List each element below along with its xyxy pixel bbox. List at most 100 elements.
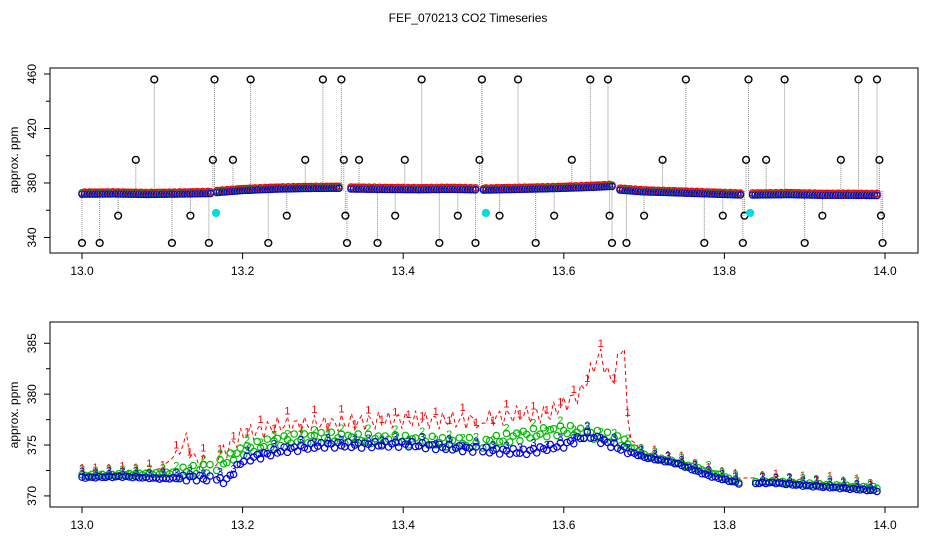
flagged-point [301, 155, 310, 164]
series-3-point [185, 472, 194, 481]
series-3-point [610, 439, 619, 447]
series-3-marker: 3 [473, 436, 479, 448]
series-3-point [873, 191, 881, 200]
series-2-marker: 2 [79, 464, 85, 476]
series-1-marker: 1 [490, 415, 496, 427]
bottom-x-tick-label: 13.0 [70, 518, 94, 532]
series-3-point [608, 182, 616, 191]
series-2-marker: 2 [517, 430, 523, 442]
series-3-point [229, 470, 238, 479]
series-2-marker: 2 [490, 434, 496, 446]
series-2-marker: 2 [106, 463, 112, 475]
series-2-marker: 2 [433, 434, 439, 446]
flagged-point [550, 211, 559, 220]
flagged-point [167, 238, 177, 248]
series-3-marker: 3 [773, 473, 779, 485]
series-2-marker: 2 [705, 460, 711, 472]
flagged-point [391, 211, 400, 220]
flagged-point [417, 75, 426, 84]
series-2-marker: 2 [867, 477, 873, 489]
top-data-points [77, 75, 887, 248]
series-2-point [317, 428, 325, 437]
series-2-marker: 2 [800, 473, 806, 485]
series-3-marker: 3 [187, 466, 193, 478]
series-2-point [263, 435, 272, 443]
flagged-point [603, 75, 613, 84]
series-1-marker: 1 [732, 468, 738, 480]
series-1-marker: 1 [257, 414, 263, 426]
series-2-marker: 2 [503, 422, 509, 434]
series-1-marker: 1 [473, 417, 479, 429]
series-2-point [223, 458, 231, 467]
series-2-point [236, 444, 245, 452]
series-2-point [327, 428, 336, 437]
series-1-marker: 1 [460, 402, 466, 414]
series-2-point [502, 429, 511, 438]
series-3-point [691, 466, 699, 475]
flagged-point [567, 155, 576, 164]
series-3-point [583, 428, 592, 436]
series-2-marker: 2 [692, 458, 698, 470]
series-2-point [536, 430, 544, 438]
series-1-marker: 1 [217, 443, 223, 455]
series-2-point [492, 431, 501, 440]
series-3-point [687, 465, 696, 474]
series-3-marker: 3 [106, 465, 112, 477]
series-2-marker: 2 [665, 450, 671, 462]
series-1-marker: 1 [284, 406, 290, 418]
series-3-point [634, 451, 642, 460]
series-2-point [438, 433, 447, 442]
series-3-marker: 3 [338, 435, 344, 447]
series-3-marker: 3 [638, 445, 644, 457]
series-3-point [468, 448, 477, 456]
series-2-marker: 2 [827, 474, 833, 486]
flagged-point [477, 75, 486, 84]
series-1-marker: 1 [338, 403, 344, 415]
series-3-marker: 3 [490, 439, 496, 451]
flagged-point [878, 238, 887, 248]
series-1-marker: 1 [719, 466, 725, 478]
series-1-marker: 1 [352, 419, 358, 431]
series-2-point [169, 468, 177, 476]
series-2-point [253, 437, 261, 446]
flagged-point [210, 75, 219, 84]
series-3-marker: 3 [867, 479, 873, 491]
series-1-line [81, 347, 878, 490]
series-3-point [664, 457, 672, 466]
series-3-point [273, 449, 282, 457]
bottom-x-tick-label: 13.6 [552, 518, 576, 532]
series-3-point [425, 441, 433, 449]
flagged-point [639, 211, 649, 220]
series-3-point [324, 439, 332, 448]
series-3-marker: 3 [446, 433, 452, 445]
series-3-point [192, 476, 201, 485]
series-3-point [344, 438, 352, 446]
series-2-point [428, 432, 437, 441]
series-3-point [718, 475, 726, 484]
series-1-marker: 1 [503, 399, 509, 411]
series-3-marker: 3 [732, 471, 738, 483]
series-2-point [408, 435, 416, 443]
flagged-point [741, 155, 751, 164]
series-2-marker: 2 [217, 449, 223, 461]
series-3-point [394, 443, 403, 451]
flagged-point [495, 211, 504, 220]
series-2-marker: 2 [473, 432, 479, 444]
series-2-marker: 2 [133, 463, 139, 475]
flagged-point [208, 155, 217, 164]
bottom-x-tick-label: 13.8 [713, 518, 737, 532]
flagged-point [586, 75, 595, 84]
series-3-point [472, 443, 480, 451]
series-2-marker: 2 [679, 452, 685, 464]
series-1-marker: 1 [379, 414, 385, 426]
series-3-point [654, 456, 662, 464]
bottom-series-lines [81, 347, 878, 490]
series-2-point [206, 460, 214, 469]
bottom-y-tick-label: 385 [25, 333, 39, 353]
series-2-point [445, 436, 453, 444]
series-3-point [266, 451, 275, 460]
series-1-marker: 1 [406, 409, 412, 421]
series-1-marker: 1 [92, 462, 98, 474]
series-2-marker: 2 [92, 465, 98, 477]
series-3-point [681, 463, 689, 471]
